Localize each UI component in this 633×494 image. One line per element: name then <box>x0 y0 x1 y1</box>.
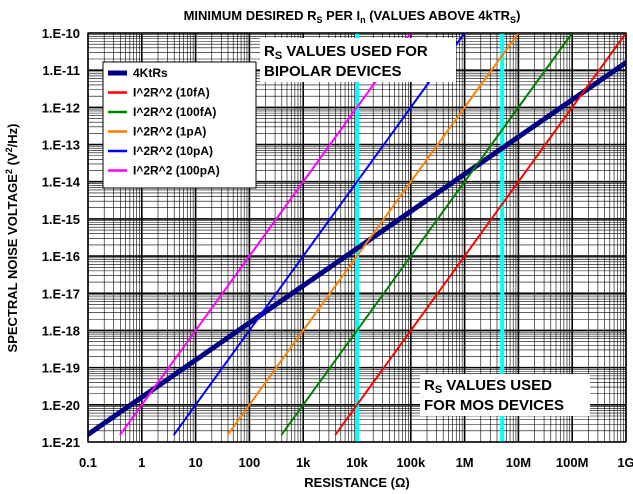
x-tick-label: 100M <box>556 455 589 470</box>
legend-label: I^2R^2 (100pA) <box>133 164 220 178</box>
y-tick-label: 1.E-14 <box>42 175 81 190</box>
x-tick-label: 0.1 <box>79 455 97 470</box>
x-tick-label: 10 <box>188 455 202 470</box>
y-tick-label: 1.E-16 <box>42 249 80 264</box>
device-range-lines <box>355 33 505 442</box>
legend-label: I^2R^2 (100fA) <box>133 105 216 119</box>
x-tick-label: 10k <box>346 455 368 470</box>
legend-label: I^2R^2 (1pA) <box>133 125 206 139</box>
x-tick-label: 1 <box>138 455 145 470</box>
chart-title: MINIMUM DESIRED RS PER In (VALUES ABOVE … <box>184 8 521 25</box>
legend-label: 4KtRs <box>133 66 168 80</box>
y-tick-label: 1.E-18 <box>42 323 80 338</box>
y-tick-label: 1.E-12 <box>42 100 80 115</box>
y-axis-label: SPECTRAL NOISE VOLTAGE2 (V2/Hz) <box>4 124 20 353</box>
y-tick-label: 1.E-13 <box>42 138 80 153</box>
y-tick-label: 1.E-17 <box>42 286 80 301</box>
plot-frame <box>87 32 627 443</box>
x-tick-label: 1M <box>456 455 474 470</box>
x-tick-labels: 0.1 1 10 100 1k 10k 100k 1M 10M 100M 1G <box>79 455 633 470</box>
legend-label: I^2R^2 (10fA) <box>133 86 210 100</box>
y-tick-label: 1.E-19 <box>42 361 80 376</box>
series-line <box>119 33 412 436</box>
svg-text:RS VALUES USED FOR: RS VALUES USED FOR <box>264 43 428 62</box>
y-tick-label: 1.E-15 <box>42 212 80 227</box>
series-line <box>226 33 520 436</box>
legend: 4KtRs I^2R^2 (10fA) I^2R^2 (100fA) I^2R^2 (… <box>102 61 257 189</box>
legend-label: I^2R^2 (10pA) <box>133 144 213 158</box>
series-line <box>280 33 574 436</box>
x-tick-label: 100 <box>239 455 261 470</box>
annotation-mos: RS VALUES USED FOR MOS DEVICES <box>420 374 590 416</box>
x-axis-label: RESISTANCE (Ω) <box>304 475 410 490</box>
x-tick-label: 1k <box>296 455 311 470</box>
annotation-mos-line2: FOR MOS DEVICES <box>424 397 564 414</box>
series-line <box>173 33 466 436</box>
annotation-bipolar: RS VALUES USED FOR BIPOLAR DEVICES <box>260 38 456 82</box>
series-line <box>334 33 626 436</box>
series-line <box>88 60 626 437</box>
x-tick-label: 1G <box>617 455 633 470</box>
y-tick-labels: 1.E-21 1.E-20 1.E-19 1.E-18 1.E-17 1.E-16 1.E-… <box>42 26 81 450</box>
series-lines <box>88 33 626 437</box>
x-tick-label: 10M <box>506 455 531 470</box>
y-tick-label: 1.E-20 <box>42 398 80 413</box>
x-tick-label: 100k <box>396 455 426 470</box>
annotation-bipolar-line2: BIPOLAR DEVICES <box>264 63 402 80</box>
y-tick-label: 1.E-10 <box>42 26 80 41</box>
y-tick-label: 1.E-11 <box>42 63 80 78</box>
svg-text:RS VALUES USED: RS VALUES USED <box>424 377 552 396</box>
y-tick-label: 1.E-21 <box>42 435 80 450</box>
